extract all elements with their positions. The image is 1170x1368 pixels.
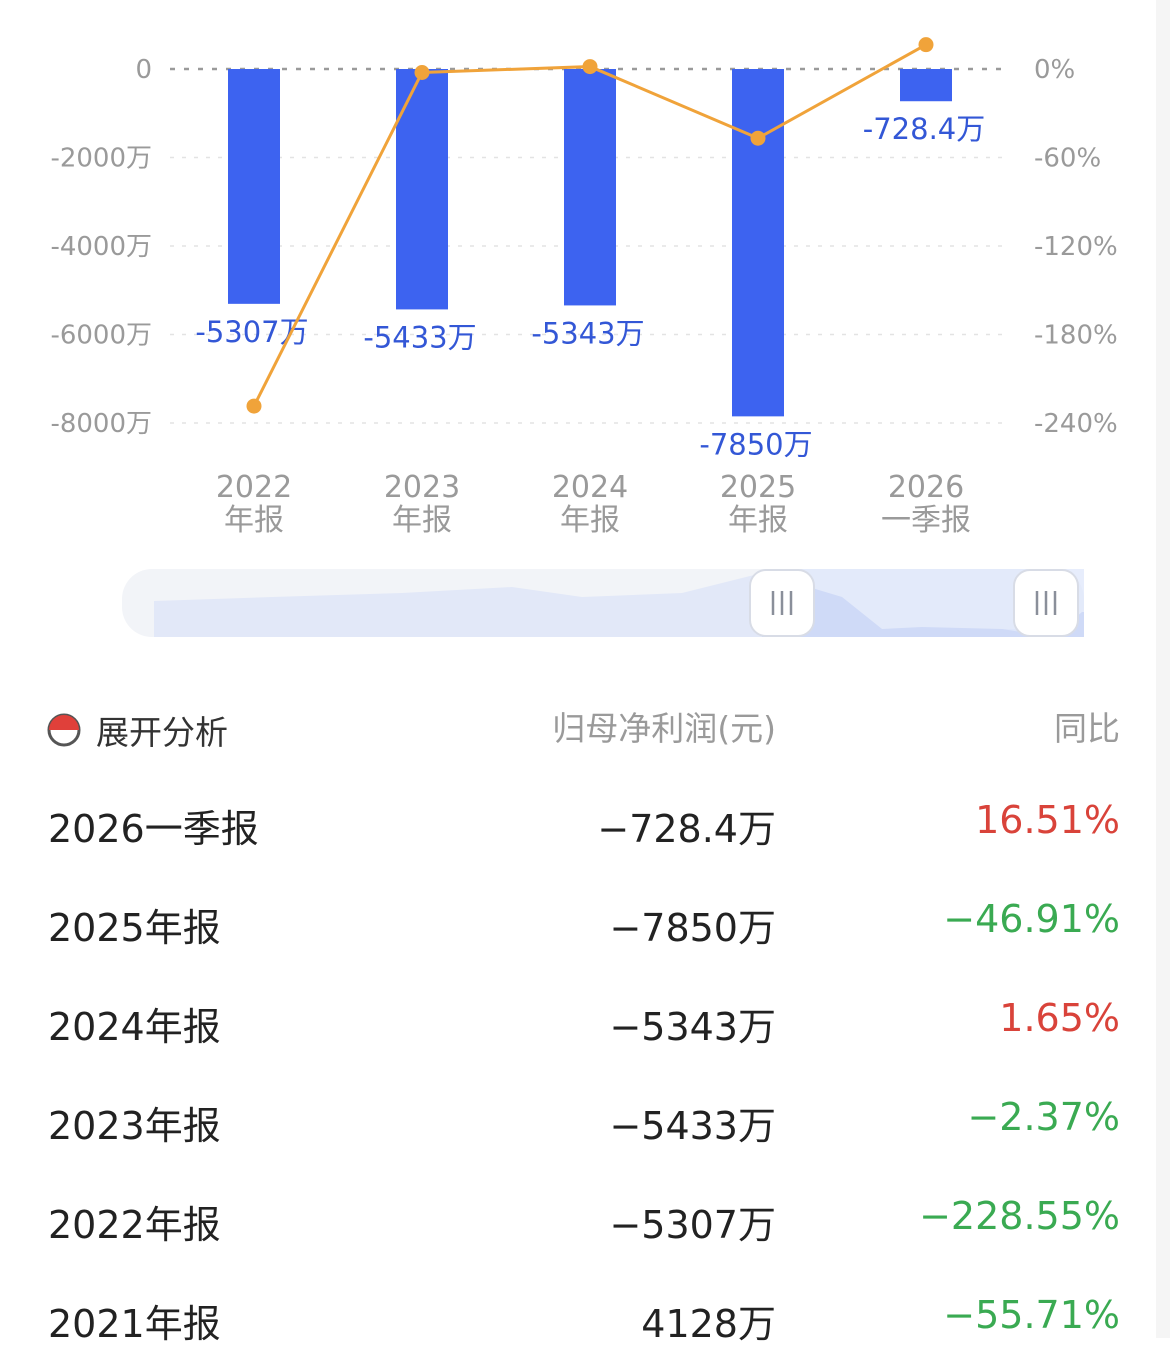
category-year-label: 2024 — [552, 470, 628, 505]
right-axis-tick-label: -60% — [1034, 144, 1101, 174]
row-period: 2022年报 — [48, 1203, 221, 1247]
chart-svg: 0 -2000万 -4000万 -6000万 -8000万 0% -60% -120% -180… — [50, 37, 1118, 538]
row-yoy: −2.37% — [967, 1095, 1120, 1139]
left-axis-tick-label: 0 — [135, 55, 152, 85]
bar-value-label: -7850万 — [699, 427, 812, 461]
right-axis-tick-label: -120% — [1034, 232, 1118, 262]
expand-analysis-button[interactable]: 展开分析 — [46, 706, 228, 754]
bar — [396, 69, 448, 310]
category-year-label: 2023 — [384, 470, 460, 505]
table-row[interactable]: 2024年报 −5343万 1.65% — [0, 972, 1170, 1071]
bar — [732, 69, 784, 417]
category-year-label: 2025 — [720, 470, 796, 505]
bar-value-label: -5343万 — [531, 316, 644, 350]
row-value: −5307万 — [609, 1203, 776, 1247]
right-axis-tick-label: -240% — [1034, 409, 1118, 439]
category-period-label: 年报 — [224, 503, 284, 538]
bar — [228, 69, 280, 304]
left-axis-tick-label: -8000万 — [50, 409, 152, 439]
column-header-net-profit: 归母净利润(元) — [552, 709, 776, 748]
row-yoy: −228.55% — [919, 1194, 1120, 1238]
table-row[interactable]: 2025年报 −7850万 −46.91% — [0, 873, 1170, 972]
yoy-point — [246, 398, 262, 414]
row-value: −5433万 — [609, 1104, 776, 1148]
table-header: 展开分析 归母净利润(元) 同比 — [0, 690, 1170, 762]
yoy-point — [750, 130, 766, 146]
table-row[interactable]: 2023年报 −5433万 −2.37% — [0, 1071, 1170, 1170]
range-slider-svg — [122, 569, 1084, 637]
row-period: 2023年报 — [48, 1104, 221, 1148]
bar — [564, 69, 616, 306]
row-period: 2024年报 — [48, 1005, 221, 1049]
right-axis-tick-label: 0% — [1034, 55, 1075, 85]
category-year-label: 2026 — [888, 470, 964, 505]
left-axis-tick-label: -6000万 — [50, 321, 152, 351]
row-value: 4128万 — [641, 1302, 776, 1346]
yoy-point — [918, 37, 934, 53]
profit-chart: 0 -2000万 -4000万 -6000万 -8000万 0% -60% -120% -180… — [0, 0, 1170, 560]
yoy-point — [414, 64, 430, 80]
pie-chart-icon — [47, 713, 81, 747]
left-axis-tick-label: -4000万 — [50, 232, 152, 262]
row-period: 2026一季报 — [48, 807, 259, 851]
row-value: −728.4万 — [597, 807, 776, 851]
yoy-point — [582, 59, 598, 75]
row-value: −5343万 — [609, 1005, 776, 1049]
column-header-yoy: 同比 — [1054, 709, 1120, 748]
row-yoy: −55.71% — [943, 1293, 1120, 1337]
category-period-label: 年报 — [392, 503, 452, 538]
category-year-label: 2022 — [216, 470, 292, 505]
slider-handle-right[interactable] — [1013, 569, 1079, 637]
category-period-label: 一季报 — [881, 503, 971, 538]
row-period: 2021年报 — [48, 1302, 221, 1346]
bar-value-label: -728.4万 — [863, 112, 986, 146]
expand-analysis-label: 展开分析 — [96, 713, 228, 752]
data-table: 2026一季报 −728.4万 16.51% 2025年报 −7850万 −46… — [0, 774, 1170, 1368]
row-period: 2025年报 — [48, 906, 221, 950]
slider-handle-left[interactable] — [749, 569, 815, 637]
right-axis-tick-label: -180% — [1034, 321, 1118, 351]
row-yoy: 16.51% — [975, 798, 1120, 842]
table-row[interactable]: 2026一季报 −728.4万 16.51% — [0, 774, 1170, 873]
range-slider[interactable] — [122, 567, 1084, 639]
table-row[interactable]: 2022年报 −5307万 −228.55% — [0, 1170, 1170, 1269]
bar — [900, 69, 952, 102]
row-yoy: −46.91% — [943, 897, 1120, 941]
category-period-label: 年报 — [728, 503, 788, 538]
row-yoy: 1.65% — [999, 996, 1120, 1040]
slider-preview-selected — [762, 573, 1084, 637]
right-edge-strip — [1156, 0, 1170, 1338]
table-row[interactable]: 2021年报 4128万 −55.71% — [0, 1269, 1170, 1368]
row-value: −7850万 — [609, 906, 776, 950]
bar-value-label: -5433万 — [363, 320, 476, 354]
left-axis-tick-label: -2000万 — [50, 144, 152, 174]
category-period-label: 年报 — [560, 503, 620, 538]
